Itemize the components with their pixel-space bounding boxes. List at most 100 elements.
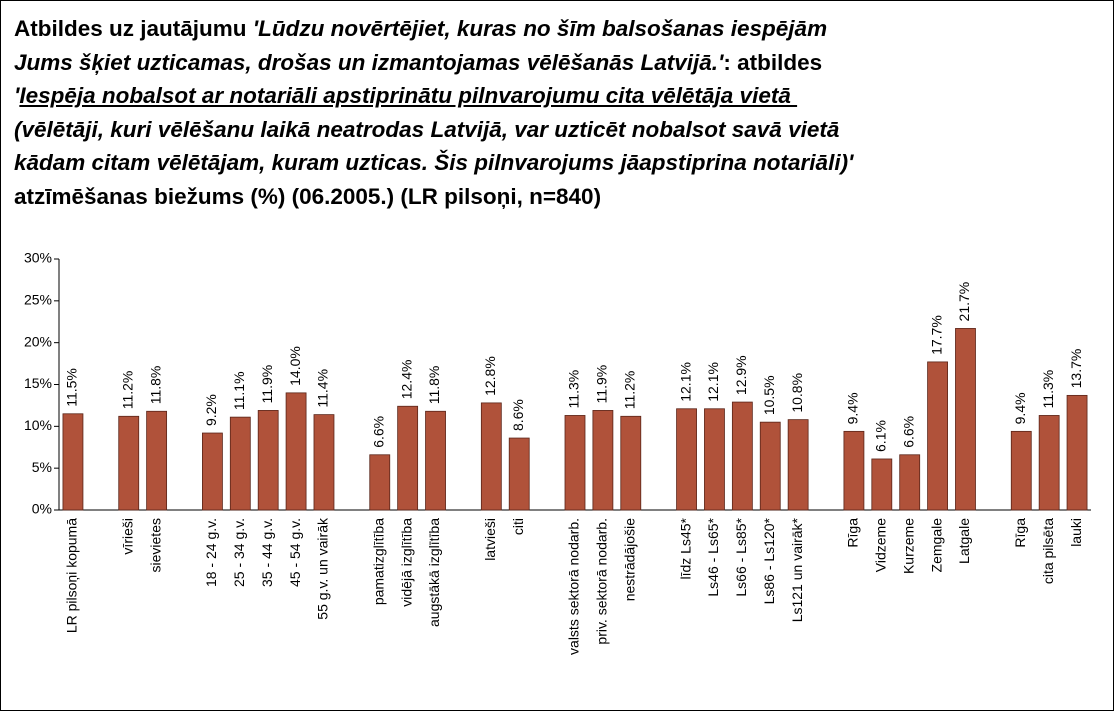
title-line: atzīmēšanas biežums (%) (06.2005.) (LR p… [14,180,853,214]
title-segment: (vēlētāji, kuri vēlēšanu laikā neatrodas… [14,116,840,142]
value-label: 11.3% [566,370,582,409]
bar [1038,415,1060,511]
bar [676,408,697,511]
y-tick-label: 15% [24,375,52,391]
title-segment: : atbildes [723,49,823,75]
bar [257,410,279,511]
title-segment: Jums šķiet uzticamas, drošas un izmantoj… [14,49,724,75]
x-tick-label: cita pilsēta [1040,518,1056,584]
x-tick-label: līdz Ls45* [677,517,693,579]
bar [480,402,502,511]
x-tick-label: vidējā izglītība [398,518,414,607]
value-label: 8.6% [510,399,526,431]
value-label: 11.9% [594,365,610,404]
value-label: 17.7% [928,315,944,355]
title-line: Jums šķiet uzticamas, drošas un izmantoj… [14,46,853,80]
value-label: 6.1% [873,420,889,452]
bar [313,414,335,511]
y-tick-label: 10% [24,417,52,433]
value-label: 13.7% [1068,349,1084,389]
x-tick-label: 45 - 54 g.v. [287,518,303,587]
title-line: (vēlētāji, kuri vēlēšanu laikā neatrodas… [14,113,853,147]
y-tick-label: 5% [32,459,52,475]
x-tick-label: pamatizglītība [370,518,386,605]
value-label: 11.2% [119,371,135,410]
x-tick-label: lauki [1068,518,1084,547]
x-tick-label: vīrieši [119,518,135,555]
bar [146,410,168,511]
x-tick-label: Ls46 - Ls65* [705,517,721,596]
x-tick-label: Zemgale [928,518,944,573]
value-label: 11.8% [426,366,442,405]
value-label: 12.4% [398,360,414,400]
bar [397,405,419,511]
x-tick-label: LR pilsoņi kopumā [64,518,80,633]
value-label: 12.1% [705,362,721,402]
bar [118,415,140,511]
bar [564,415,586,511]
chart-title: Atbildes uz jautājumu 'Lūdzu novērtējiet… [14,12,853,213]
x-tick-label: Rīga [1012,518,1028,548]
bar [899,454,921,511]
value-label: 11.2% [621,371,637,410]
value-label: 10.8% [789,373,805,413]
bar [62,413,84,511]
x-tick-label: Ls86 - Ls120* [761,517,777,604]
bar [704,408,725,511]
y-tick-label: 30% [24,250,52,266]
title-segment: Atbildes uz jautājumu [14,16,253,41]
bar [508,437,530,511]
x-tick-label: priv. sektorā nodarb. [594,518,610,645]
x-tick-label: citi [510,518,526,535]
y-tick-label: 25% [24,292,52,308]
bar [369,454,391,511]
x-tick-label: nestrādājošie [621,518,637,601]
title-segment: atzīmēšanas biežums (%) (06.2005.) (LR p… [14,183,602,209]
x-tick-label: Ls121 un vairāk* [789,517,805,622]
value-label: 10.5% [761,375,777,415]
x-tick-label: augstākā izglītība [426,518,442,627]
x-tick-label: sievietes [147,518,163,572]
value-label: 11.1% [231,371,247,410]
value-label: 6.6% [370,416,386,448]
x-tick-label: 18 - 24 g.v. [203,518,219,587]
x-tick-label: Latgale [956,518,972,564]
title-segment: Iespēja nobalsot ar notariāli apstiprinā… [19,83,798,108]
bar [955,328,976,511]
x-tick-label: Vidzeme [873,518,889,572]
bar [620,415,642,511]
value-label: 12.8% [482,356,498,396]
bar [1066,394,1088,511]
title-line: Atbildes uz jautājumu 'Lūdzu novērtējiet… [14,12,853,46]
value-label: 9.4% [1012,392,1028,424]
x-tick-label: 55 g.v. un vairāk [315,517,331,620]
y-tick-label: 20% [24,333,52,349]
value-label: 9.2% [203,394,219,426]
x-tick-label: Rīga [845,518,861,548]
bar [871,458,893,511]
value-label: 9.4% [845,392,861,424]
value-label: 6.6% [900,416,916,448]
title-segment: kādam citam vēlētājam, kuram uzticas. Ši… [14,150,854,175]
title-line: kādam citam vēlētājam, kuram uzticas. Ši… [14,146,853,180]
bar [202,432,223,511]
value-label: 11.8% [147,366,163,405]
x-tick-label: valsts sektorā nodarb. [566,518,582,655]
value-label: 11.3% [1040,370,1056,409]
bar [425,410,446,511]
value-label: 14.0% [287,346,303,386]
x-tick-label: 35 - 44 g.v. [259,518,275,587]
y-tick-label: 0% [32,501,52,517]
x-tick-label: 25 - 34 g.v. [231,518,247,587]
bar [285,392,307,511]
bar [787,419,809,511]
x-tick-label: Ls66 - Ls85* [733,517,749,596]
value-label: 21.7% [956,282,972,322]
bar [229,416,251,511]
title-segment: ' [14,83,20,108]
x-tick-label: latvieši [482,518,498,561]
title-line: 'Iespēja nobalsot ar notariāli apstiprin… [14,79,853,113]
bar [759,421,781,511]
bar [927,361,948,511]
